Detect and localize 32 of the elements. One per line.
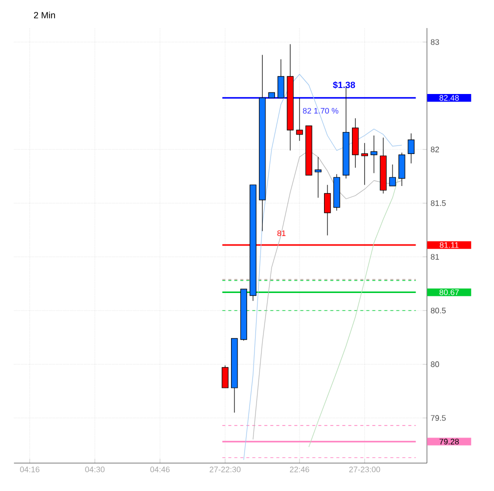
x-tick-label: 04:46	[150, 466, 170, 472]
candlestick	[361, 142, 368, 186]
y-tick-label: 82	[430, 146, 439, 152]
y-tick-label: 83	[430, 39, 440, 45]
candlestick	[389, 164, 396, 186]
ref-line-label: 81.11	[440, 242, 458, 248]
candlestick	[324, 184, 331, 236]
annotation: 81	[277, 230, 286, 236]
line-series	[243, 74, 402, 460]
y-tick-label: 80.5	[430, 308, 446, 314]
y-tick-label: 80	[430, 361, 440, 368]
x-tick-label: 04:30	[85, 466, 105, 472]
x-tick-label: 22:46	[290, 466, 310, 472]
candlestick	[314, 156, 322, 198]
candlestick	[408, 133, 415, 164]
ref-line-label: 79.28	[440, 438, 459, 444]
candlestick	[278, 58, 284, 98]
x-tick-label: 27-23:00	[349, 466, 380, 472]
candlestick	[370, 135, 378, 174]
candlestick	[398, 152, 406, 186]
candlestick	[296, 98, 303, 142]
ref-line-label: 82.48	[439, 95, 459, 101]
chart-title: 2 Min	[34, 12, 55, 18]
annotation: $1.38	[332, 81, 356, 89]
x-tick-label: 27-22:30	[210, 466, 241, 472]
ref-line-label: 80.67	[439, 289, 459, 296]
y-tick-label: 79.5	[430, 415, 446, 421]
x-tick-label: 04:16	[20, 466, 40, 472]
y-tick-label: 81	[430, 254, 439, 260]
candlestick	[222, 365, 228, 388]
y-tick-label: 81.5	[430, 200, 446, 206]
annotation: 82 1.70 %	[302, 108, 338, 114]
